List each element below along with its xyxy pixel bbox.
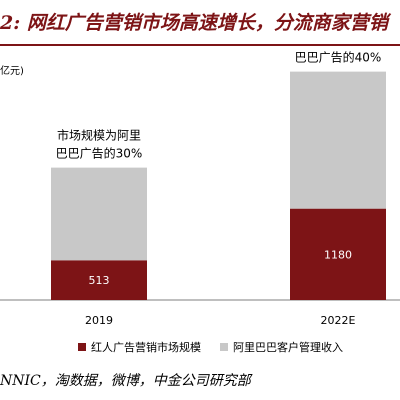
unit-label: 亿元) bbox=[0, 66, 24, 77]
annotation-2019-line-2: 巴巴广告的30% bbox=[56, 146, 143, 161]
legend-swatch-influencer bbox=[78, 343, 86, 351]
annotation-2019-line-1: 市场规模为阿里 bbox=[57, 128, 141, 143]
title-divider bbox=[0, 44, 400, 46]
bar-2019-influencer bbox=[51, 260, 147, 300]
x-tick-label-2022E: 2022E bbox=[321, 314, 356, 327]
bar-2022E-influencer bbox=[290, 208, 386, 300]
legend-label-influencer: 红人广告营销市场规模 bbox=[91, 341, 201, 354]
bar-2022E-alibaba bbox=[290, 71, 386, 209]
data-label-2019: 513 bbox=[89, 274, 110, 287]
chart-title: 2: 网红广告营销市场高速增长，分流商家营销 bbox=[0, 12, 388, 34]
chart-legend: 红人广告营销市场规模 阿里巴巴客户管理收入 bbox=[0, 336, 400, 356]
legend-item-influencer: 红人广告营销市场规模 bbox=[78, 339, 201, 355]
x-tick-label-2019: 2019 bbox=[85, 314, 113, 327]
annotation-2022E-line-2: 巴巴广告的40% bbox=[295, 50, 382, 65]
source-note: NNIC，淘数据，微博，中金公司研究部 bbox=[0, 373, 251, 389]
chart-plot: 513市场规模为阿里巴巴广告的30%20191180市场规模为阿里巴巴广告的40… bbox=[0, 50, 400, 327]
bar-2019-alibaba bbox=[51, 167, 147, 261]
legend-label-alibaba: 阿里巴巴客户管理收入 bbox=[233, 341, 343, 354]
legend-item-alibaba: 阿里巴巴客户管理收入 bbox=[220, 339, 343, 355]
data-label-2022E: 1180 bbox=[324, 248, 352, 261]
legend-swatch-alibaba bbox=[220, 343, 228, 351]
